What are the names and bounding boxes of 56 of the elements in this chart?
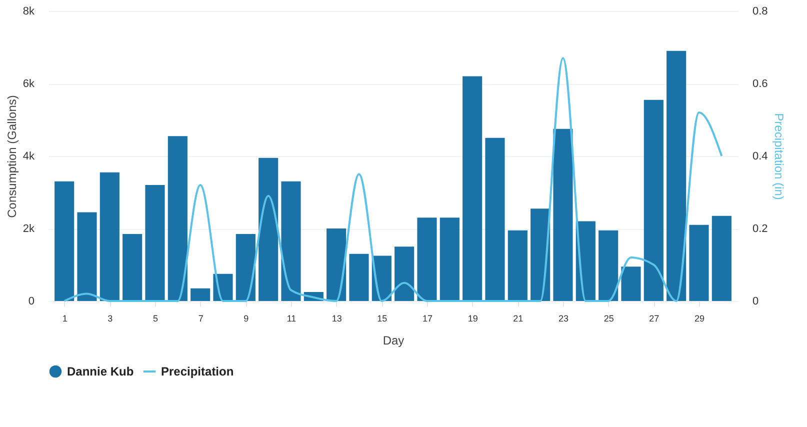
- bar: [258, 158, 278, 301]
- bar: [689, 224, 709, 301]
- x-tick-label: 3: [108, 314, 113, 324]
- line-series: [63, 57, 723, 302]
- y-tick-label: 8k: [22, 6, 35, 18]
- bar: [712, 216, 732, 301]
- legend-label: Dannie Kub: [67, 364, 134, 378]
- y2-tick-label: 0.4: [752, 150, 768, 162]
- x-tick-label: 5: [152, 314, 158, 324]
- bar: [553, 128, 573, 301]
- bar: [145, 185, 165, 301]
- x-tick-label: 11: [286, 314, 296, 324]
- bar: [598, 230, 618, 301]
- x-tick-label: 7: [198, 314, 204, 324]
- legend-label: Precipitation: [161, 364, 234, 378]
- bar: [644, 100, 664, 301]
- y2-tick-label: 0.6: [752, 78, 768, 90]
- bar: [54, 181, 74, 301]
- y2-tick-label: 0.2: [752, 223, 768, 235]
- bar: [666, 50, 686, 301]
- x-tick-label: 17: [422, 314, 433, 324]
- bar: [417, 218, 437, 301]
- bar: [281, 181, 301, 301]
- y-tick-label: 0: [28, 296, 34, 308]
- y-tick-label: 2k: [22, 223, 35, 235]
- bar: [349, 254, 369, 301]
- bar: [77, 212, 97, 301]
- y-tick-label: 4k: [22, 150, 35, 162]
- bar: [326, 228, 346, 301]
- x-tick-label: 27: [649, 314, 660, 324]
- x-tick-label: 9: [244, 314, 249, 324]
- bar: [508, 230, 528, 301]
- bar: [168, 136, 188, 301]
- y-tick-label: 6k: [22, 78, 35, 90]
- bar: [122, 234, 142, 301]
- x-tick-label: 29: [694, 314, 705, 324]
- y2-tick-label: 0: [752, 296, 759, 308]
- y-axis-title: Consumption (Gallons): [4, 95, 19, 218]
- x-tick-label: 23: [558, 314, 569, 324]
- bar: [190, 288, 210, 301]
- x-tick-label: 21: [513, 314, 524, 324]
- bar: [485, 138, 505, 301]
- bar: [394, 246, 414, 301]
- y2-axis-title: Precipitation (in): [772, 113, 786, 200]
- x-tick-label: 1: [62, 314, 68, 324]
- bar: [440, 218, 460, 301]
- bar: [621, 266, 641, 301]
- x-tick-label: 19: [468, 314, 478, 324]
- bar: [462, 76, 482, 301]
- bar: [236, 234, 256, 301]
- x-tick-label: 13: [332, 314, 342, 324]
- x-axis-title: Day: [382, 334, 404, 348]
- x-tick-label: 25: [604, 314, 614, 324]
- y2-tick-label: 0.8: [752, 6, 768, 18]
- bar: [100, 172, 120, 301]
- x-tick-label: 15: [377, 314, 388, 324]
